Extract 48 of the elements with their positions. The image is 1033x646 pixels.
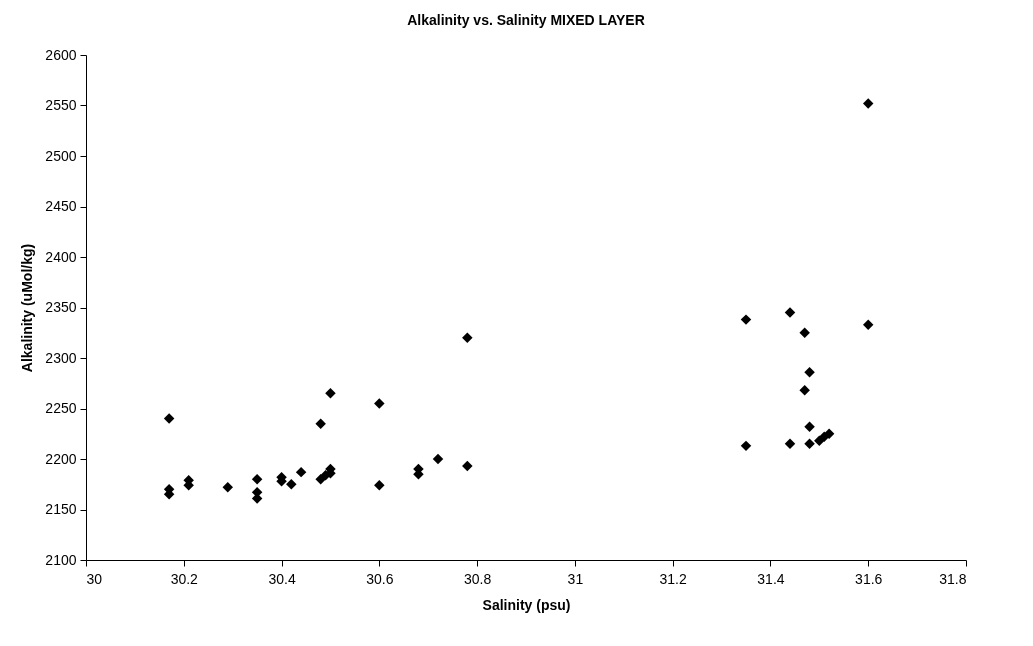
- y-tick-label: 2200: [45, 450, 77, 467]
- x-tick-label: 30.8: [463, 570, 492, 587]
- point: [462, 460, 473, 472]
- point: [315, 418, 326, 429]
- x-axis-title: Salinity (psu): [482, 596, 571, 613]
- x-tick-label: 31: [567, 570, 584, 587]
- y-tick-label: 2350: [45, 299, 77, 315]
- point: [804, 421, 815, 432]
- x-tick-label: 31.4: [757, 570, 785, 587]
- point: [163, 413, 175, 424]
- y-tick-label: 2600: [45, 46, 77, 63]
- x-tick-label: 30: [86, 570, 103, 587]
- point: [740, 314, 752, 325]
- y-tick-label: 2500: [45, 147, 77, 164]
- y-tick-label: 2300: [45, 349, 77, 366]
- y-axis-title: Alkalinity (uMol/kg): [19, 243, 36, 373]
- point: [295, 466, 307, 478]
- point: [804, 366, 815, 378]
- point: [799, 327, 810, 338]
- point: [432, 453, 444, 465]
- x-tick-label: 30.2: [170, 570, 199, 587]
- x-tick-label: 30.6: [366, 570, 394, 587]
- point: [462, 332, 473, 344]
- point: [374, 480, 385, 491]
- chart-title: Alkalinity vs. Salinity MIXED LAYER: [407, 12, 645, 28]
- point: [784, 438, 796, 450]
- y-tick-label: 2450: [45, 198, 77, 214]
- x-tick-label: 31.2: [659, 570, 687, 587]
- point: [222, 482, 234, 493]
- y-tick-label: 2150: [45, 501, 77, 517]
- point: [325, 388, 336, 399]
- x-tick-label: 31.8: [939, 570, 967, 587]
- y-tick-label: 2100: [45, 551, 77, 568]
- y-tick-label: 2250: [45, 400, 77, 416]
- point: [251, 473, 263, 485]
- x-tick-label: 31.6: [855, 570, 883, 587]
- point: [862, 98, 874, 109]
- point: [784, 307, 796, 318]
- y-tick-label: 2400: [45, 248, 77, 265]
- point: [804, 438, 815, 450]
- x-tick-label: 30.4: [268, 570, 296, 587]
- y-tick-label: 2550: [45, 97, 77, 113]
- point: [740, 440, 752, 452]
- point: [799, 385, 810, 396]
- point: [374, 398, 385, 409]
- point: [862, 319, 874, 330]
- point: [315, 473, 326, 485]
- point: [286, 479, 297, 490]
